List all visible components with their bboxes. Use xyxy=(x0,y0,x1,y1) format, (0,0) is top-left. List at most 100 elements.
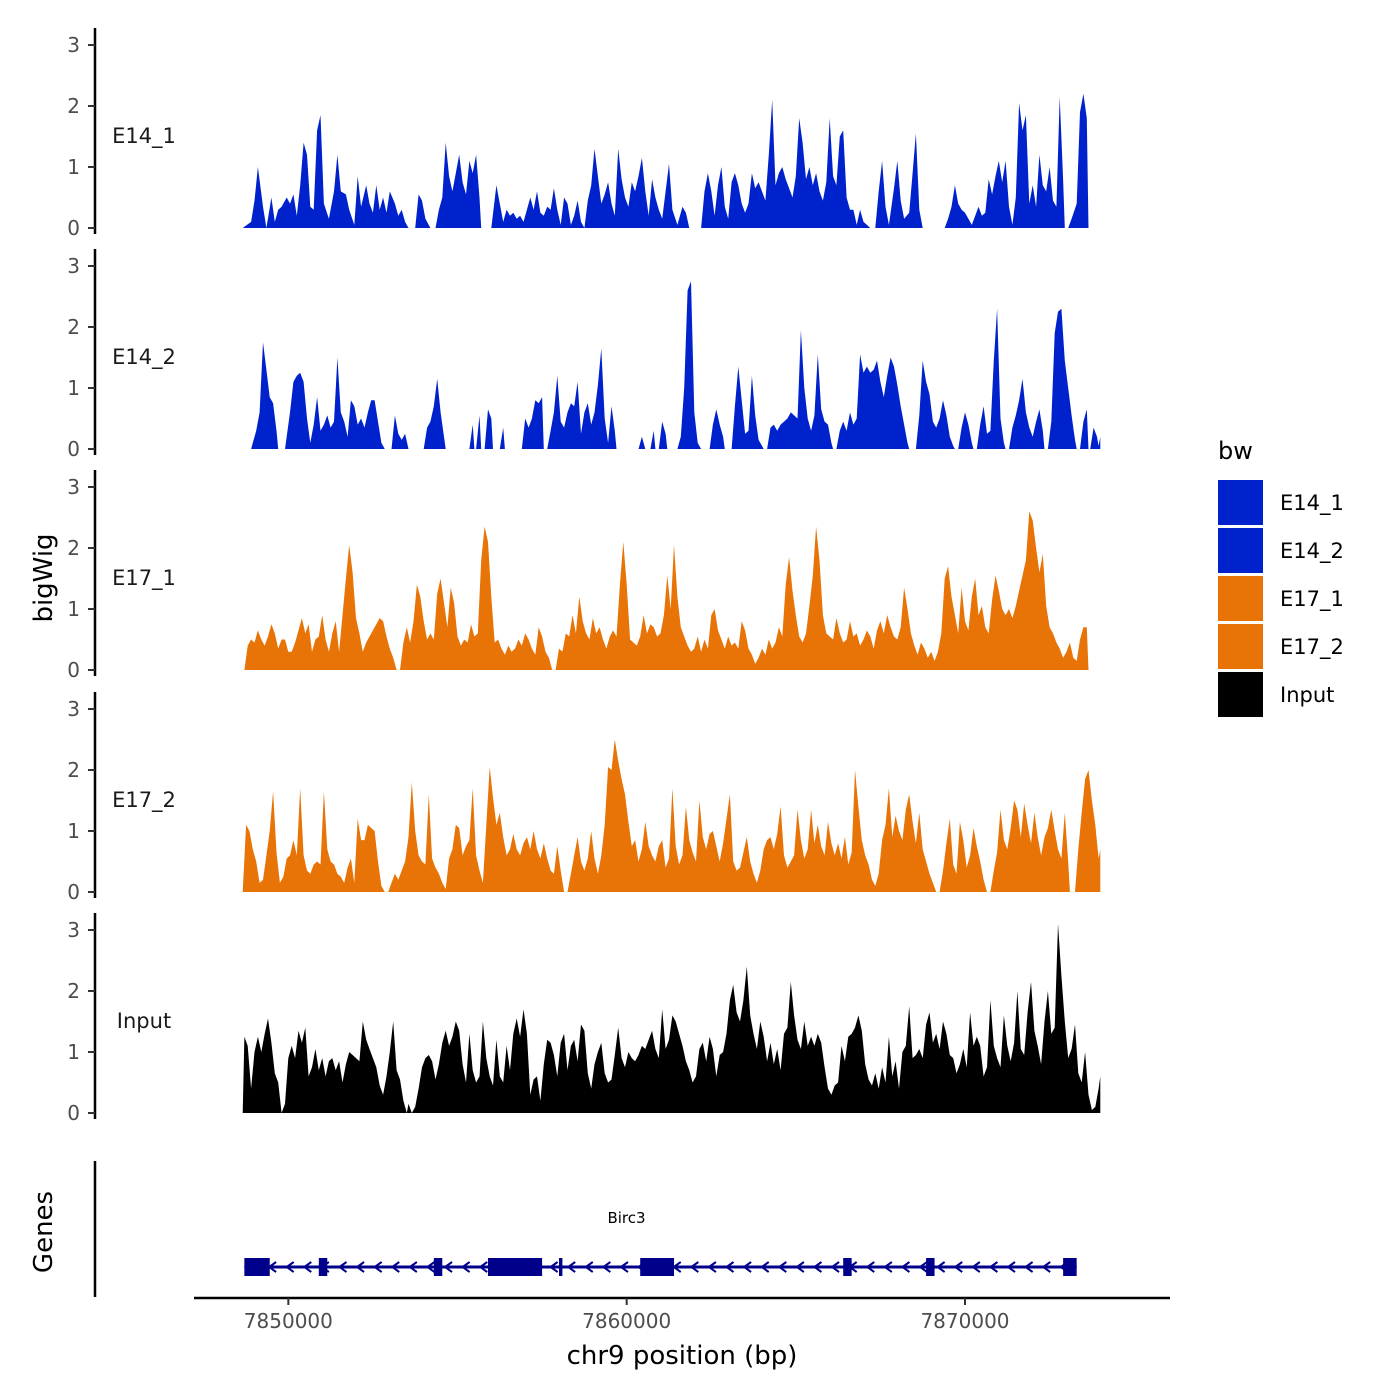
strand-arrow xyxy=(548,1261,559,1273)
y-tick-label: 3 xyxy=(67,918,80,942)
y-tick-label: 3 xyxy=(67,254,80,278)
strand-arrow xyxy=(284,1261,295,1273)
gene-exon xyxy=(1063,1258,1077,1276)
strand-arrow xyxy=(724,1261,735,1273)
track-E17_1: 0 1 2 3 E17_1 xyxy=(67,470,1089,682)
y-tick-label: 0 xyxy=(67,658,80,682)
x-axis: 7850000 7860000 7870000 xyxy=(194,1296,1170,1333)
legend-swatch xyxy=(1218,672,1263,717)
legend-label: E17_1 xyxy=(1280,587,1344,612)
track-label: E14_2 xyxy=(112,345,176,370)
strand-arrow xyxy=(935,1261,946,1273)
strand-arrow xyxy=(918,1261,928,1273)
strand-arrow xyxy=(971,1261,981,1273)
strand-arrow xyxy=(742,1261,752,1273)
strand-arrow xyxy=(1041,1261,1051,1273)
strand-arrow xyxy=(425,1261,436,1273)
strand-arrow xyxy=(689,1261,699,1273)
x-tick-label: 7870000 xyxy=(920,1309,1009,1333)
y-tick-label: 2 xyxy=(67,94,80,118)
gene-exon xyxy=(559,1258,563,1276)
y-tick-label: 1 xyxy=(67,376,80,400)
strand-arrow xyxy=(988,1261,999,1273)
strand-arrow xyxy=(601,1261,611,1273)
coverage-area-Input xyxy=(242,923,1101,1113)
y-tick-label: 2 xyxy=(67,979,80,1003)
gene-exon xyxy=(926,1258,935,1276)
y-tick-label: 2 xyxy=(67,315,80,339)
track-label: E17_1 xyxy=(112,566,176,591)
strand-arrow xyxy=(830,1261,840,1273)
x-axis-title: chr9 position (bp) xyxy=(567,1341,798,1371)
genes-panel: Birc3 xyxy=(93,1161,1077,1297)
x-tick-label: 7850000 xyxy=(244,1309,333,1333)
y-tick-label: 1 xyxy=(67,819,80,843)
track-panels: 0 1 2 3 E14_1 0 1 2 3 E14_2 0 1 2 3 E17_1 0 1 2 3 E17_2 0 1 2 3… xyxy=(67,28,1101,1125)
y-tick-label: 3 xyxy=(67,33,80,57)
strand-arrow xyxy=(1023,1261,1034,1273)
strand-arrow xyxy=(355,1261,365,1273)
y-tick-label: 0 xyxy=(67,880,80,904)
strand-arrow xyxy=(953,1261,963,1273)
strand-arrow xyxy=(390,1261,400,1273)
legend-swatch xyxy=(1218,576,1263,621)
track-E17_2: 0 1 2 3 E17_2 xyxy=(67,692,1101,904)
strand-arrow xyxy=(777,1261,787,1273)
coverage-area-E14_1 xyxy=(242,93,1089,228)
strand-arrow xyxy=(372,1261,383,1273)
strand-arrow xyxy=(1006,1261,1016,1273)
gene-exon xyxy=(640,1258,675,1276)
legend-label: E14_2 xyxy=(1280,539,1344,564)
strand-arrow xyxy=(460,1261,471,1273)
strand-arrow xyxy=(900,1261,911,1273)
gene-exon xyxy=(244,1258,270,1276)
strand-arrow xyxy=(337,1261,348,1273)
coverage-area-E17_1 xyxy=(244,511,1089,670)
y-axis-title: bigWig xyxy=(29,533,59,622)
strand-arrow xyxy=(619,1261,629,1273)
gene-name-label: Birc3 xyxy=(607,1209,645,1227)
track-Input: 0 1 2 3 Input xyxy=(67,913,1101,1125)
legend-title: bw xyxy=(1218,437,1253,465)
track-label: E14_1 xyxy=(112,124,176,149)
legend-swatch xyxy=(1218,480,1263,525)
track-E14_2: 0 1 2 3 E14_2 xyxy=(67,249,1101,461)
y-tick-label: 2 xyxy=(67,758,80,782)
y-tick-label: 1 xyxy=(67,155,80,179)
y-tick-label: 0 xyxy=(67,1101,80,1125)
y-tick-label: 1 xyxy=(67,597,80,621)
legend-swatch xyxy=(1218,528,1263,573)
coverage-area-E17_2 xyxy=(242,739,1101,892)
legend-label: Input xyxy=(1280,683,1334,707)
track-label: E17_2 xyxy=(112,788,176,813)
strand-arrow xyxy=(865,1261,875,1273)
legend-swatch xyxy=(1218,624,1263,669)
strand-arrow xyxy=(759,1261,770,1273)
gene-exon xyxy=(318,1258,328,1276)
y-tick-label: 0 xyxy=(67,216,80,240)
strand-arrow xyxy=(883,1261,893,1273)
x-tick-label: 7860000 xyxy=(582,1309,671,1333)
strand-arrow xyxy=(408,1261,418,1273)
strand-arrow xyxy=(566,1261,576,1273)
strand-arrow xyxy=(812,1261,823,1273)
strand-arrow xyxy=(478,1261,488,1273)
gene-exon xyxy=(433,1258,443,1276)
strand-arrow xyxy=(443,1261,453,1273)
strand-arrow xyxy=(795,1261,805,1273)
legend-label: E14_1 xyxy=(1280,491,1344,516)
track-E14_1: 0 1 2 3 E14_1 xyxy=(67,28,1089,240)
legend: bw E14_1 E14_2 E17_1 E17_2 Input xyxy=(1218,437,1344,717)
y-tick-label: 2 xyxy=(67,536,80,560)
y-tick-label: 0 xyxy=(67,437,80,461)
coverage-area-E14_2 xyxy=(251,281,1101,449)
y-tick-label: 3 xyxy=(67,475,80,499)
y-tick-label: 3 xyxy=(67,697,80,721)
legend-label: E17_2 xyxy=(1280,635,1344,660)
gene-exon xyxy=(843,1258,852,1276)
strand-arrow xyxy=(302,1261,312,1273)
strand-arrow xyxy=(584,1261,594,1273)
track-label: Input xyxy=(117,1009,171,1033)
genes-axis-title: Genes xyxy=(29,1191,59,1273)
